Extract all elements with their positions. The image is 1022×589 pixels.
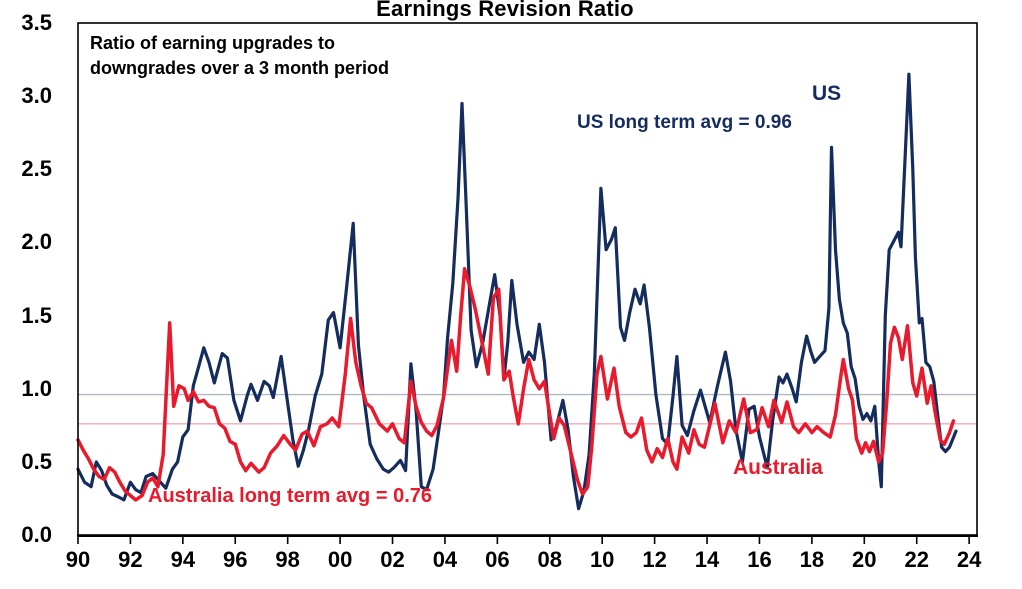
x-tick-label-18: 18 — [799, 547, 825, 572]
australia-series-label: Australia — [733, 456, 823, 479]
x-tick-label-08: 08 — [537, 547, 562, 572]
x-tick-label-98: 98 — [275, 547, 300, 572]
y-tick-label-3.0: 3.0 — [21, 83, 52, 109]
y-tick-label-0.5: 0.5 — [21, 448, 52, 474]
x-tick-label-02: 02 — [380, 547, 405, 572]
x-tick-label-16: 16 — [747, 547, 772, 572]
y-tick-label-0.0: 0.0 — [21, 522, 52, 547]
x-tick-label-90: 90 — [65, 547, 91, 572]
us-average-label: US long term avg = 0.96 — [577, 112, 792, 133]
y-tick-label-1.0: 1.0 — [21, 375, 52, 401]
australia-average-label: Australia long term avg = 0.76 — [148, 485, 432, 507]
x-tick-label-12: 12 — [642, 547, 667, 572]
x-tick-label-00: 00 — [327, 547, 353, 572]
x-tick-label-14: 14 — [694, 547, 720, 572]
x-tick-label-22: 22 — [904, 547, 929, 572]
x-tick-label-94: 94 — [170, 547, 196, 572]
y-tick-label-1.5: 1.5 — [21, 302, 52, 328]
chart-subtitle-note: Ratio of earning upgrades to downgrades … — [90, 31, 389, 81]
x-tick-label-24: 24 — [956, 547, 982, 572]
chart-title: Earnings Revision Ratio — [376, 0, 634, 21]
y-tick-label-2.0: 2.0 — [21, 229, 52, 255]
note-line-1: Ratio of earning upgrades to — [90, 33, 336, 53]
y-tick-label-2.5: 2.5 — [21, 156, 52, 182]
x-tick-label-06: 06 — [485, 547, 510, 572]
y-tick-label-3.5: 3.5 — [21, 10, 52, 35]
us-series-line — [76, 72, 958, 511]
x-tick-label-92: 92 — [118, 547, 143, 572]
note-line-2: downgrades over a 3 month period — [90, 58, 390, 78]
x-tick-label-10: 10 — [589, 547, 615, 572]
plot-border — [77, 22, 978, 536]
x-tick-label-04: 04 — [432, 547, 458, 572]
x-tick-label-96: 96 — [223, 547, 248, 572]
x-tick-label-20: 20 — [852, 547, 877, 572]
us-series-label: US — [812, 82, 842, 105]
australia-series-line — [76, 267, 956, 502]
